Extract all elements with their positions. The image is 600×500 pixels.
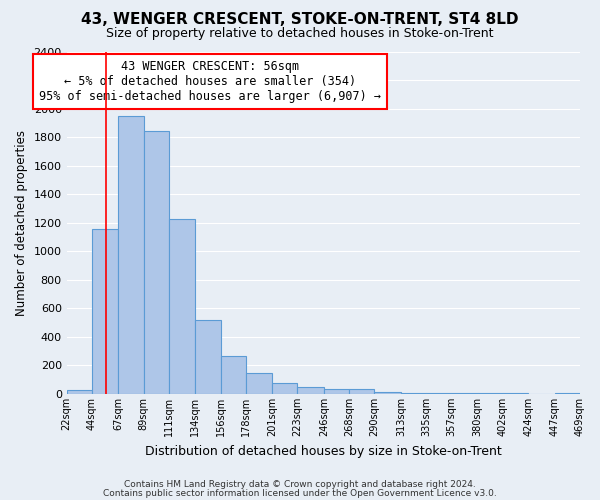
X-axis label: Distribution of detached houses by size in Stoke-on-Trent: Distribution of detached houses by size …	[145, 444, 502, 458]
Text: 43, WENGER CRESCENT, STOKE-ON-TRENT, ST4 8LD: 43, WENGER CRESCENT, STOKE-ON-TRENT, ST4…	[81, 12, 519, 28]
Bar	[401, 392, 426, 394]
Text: Contains HM Land Registry data © Crown copyright and database right 2024.: Contains HM Land Registry data © Crown c…	[124, 480, 476, 489]
Text: Contains public sector information licensed under the Open Government Licence v3: Contains public sector information licen…	[103, 488, 497, 498]
Y-axis label: Number of detached properties: Number of detached properties	[15, 130, 28, 316]
Bar	[67, 390, 92, 394]
Bar	[143, 132, 169, 394]
Bar	[118, 116, 143, 394]
Bar	[298, 387, 324, 394]
Bar	[349, 389, 374, 394]
Bar	[195, 320, 221, 394]
Bar	[92, 229, 118, 394]
Bar	[374, 392, 401, 394]
Bar	[272, 382, 298, 394]
Bar	[221, 356, 246, 394]
Text: 43 WENGER CRESCENT: 56sqm
← 5% of detached houses are smaller (354)
95% of semi-: 43 WENGER CRESCENT: 56sqm ← 5% of detach…	[40, 60, 382, 103]
Bar	[246, 372, 272, 394]
Bar	[324, 389, 349, 394]
Bar	[169, 219, 195, 394]
Text: Size of property relative to detached houses in Stoke-on-Trent: Size of property relative to detached ho…	[106, 28, 494, 40]
